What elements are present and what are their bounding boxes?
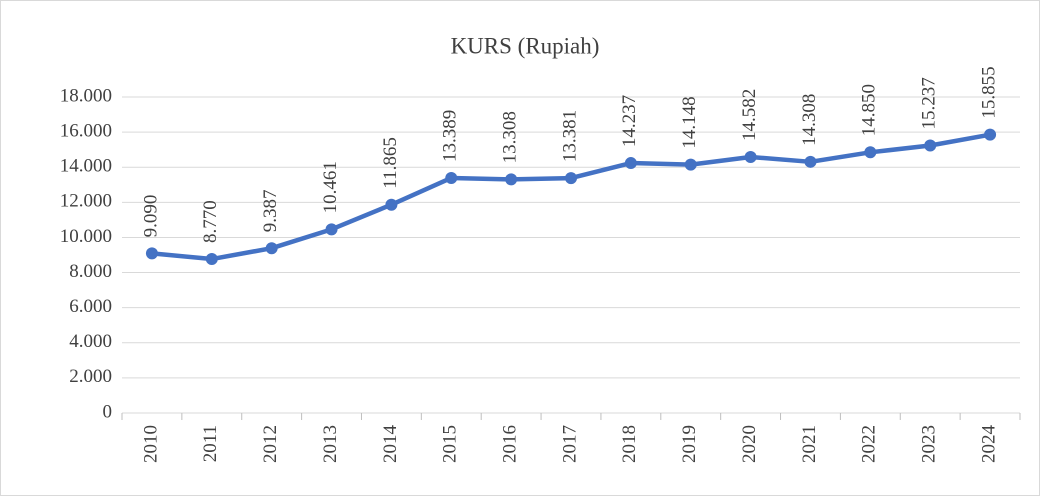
value-label: 9.090 [140,195,161,238]
value-label: 8.770 [200,200,221,243]
value-label: 13.308 [499,111,520,163]
marker [505,173,518,186]
x-tick-label: 2020 [739,425,760,463]
y-tick-label: 6.000 [69,296,112,317]
x-tick-label: 2011 [200,425,221,462]
x-tick-label: 2016 [499,425,520,463]
value-label: 14.308 [799,94,820,146]
value-label: 13.381 [559,110,580,162]
value-label: 14.582 [739,89,760,141]
x-tick-label: 2017 [559,425,580,463]
marker [924,139,937,152]
x-tick-label: 2014 [380,425,401,464]
value-label: 13.389 [440,110,461,162]
chart-title: KURS (Rupiah) [451,33,600,58]
y-tick-label: 12.000 [60,191,112,212]
y-tick-label: 2.000 [69,366,112,387]
x-tick-label: 2022 [859,425,880,463]
value-label: 15.237 [919,77,940,129]
x-tick-label: 2023 [919,425,940,463]
x-tick-label: 2015 [440,425,461,463]
marker [624,157,637,170]
x-tick-label: 2010 [140,425,161,463]
value-label: 14.850 [859,84,880,136]
y-tick-label: 14.000 [60,156,112,177]
marker [325,223,338,236]
y-tick-label: 16.000 [60,120,112,141]
y-tick-label: 8.000 [69,261,112,282]
x-tick-label: 2019 [679,425,700,463]
marker [265,242,278,255]
marker [145,247,158,260]
marker [385,198,398,211]
value-label: 14.237 [619,95,640,147]
marker [445,171,458,184]
marker [984,128,997,141]
x-tick-label: 2018 [619,425,640,463]
x-tick-label: 2024 [978,425,999,464]
x-tick-label: 2021 [799,425,820,463]
value-label: 9.387 [260,189,281,232]
marker [804,155,817,168]
value-label: 10.461 [320,161,341,213]
marker [684,158,697,171]
marker [744,151,757,164]
value-label: 15.855 [978,66,999,118]
marker [205,253,218,266]
y-tick-label: 10.000 [60,226,112,247]
y-tick-label: 18.000 [60,85,112,106]
x-tick-label: 2012 [260,425,281,463]
x-tick-label: 2013 [320,425,341,463]
y-tick-label: 4.000 [69,331,112,352]
value-label: 11.865 [380,137,401,189]
marker [864,146,877,159]
marker [565,172,577,185]
value-label: 14.148 [679,96,700,148]
y-tick-label: 0 [103,401,113,422]
